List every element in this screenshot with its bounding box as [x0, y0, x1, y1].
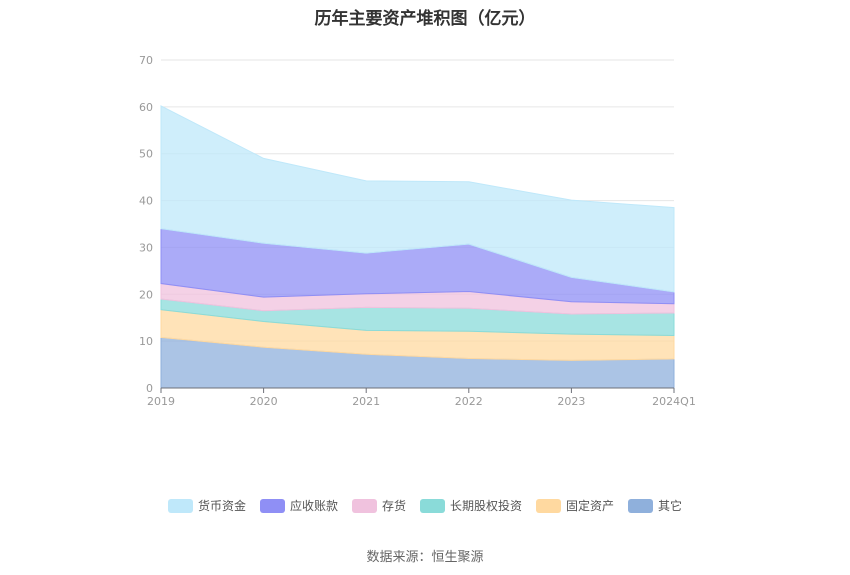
- y-tick-label: 40: [139, 195, 153, 208]
- legend-item[interactable]: 存货: [351, 497, 406, 514]
- x-tick-label: 2024Q1: [652, 395, 696, 408]
- legend-label: 存货: [381, 499, 406, 513]
- x-tick-label: 2022: [455, 395, 483, 408]
- area-货币资金: [160, 105, 675, 293]
- x-tick-label: 2020: [250, 395, 278, 408]
- y-tick-label: 10: [139, 335, 153, 348]
- legend-item[interactable]: 其它: [628, 497, 682, 514]
- data-source: 数据来源：恒生聚源: [366, 550, 484, 565]
- chart-title: 历年主要资产堆积图（亿元）: [314, 9, 536, 29]
- x-tick-label: 2021: [352, 395, 380, 408]
- legend-swatch: [536, 498, 562, 513]
- legend-label: 货币资金: [197, 499, 246, 513]
- legend-swatch: [351, 498, 377, 513]
- legend-label: 其它: [658, 499, 683, 513]
- y-tick-label: 50: [139, 148, 153, 161]
- y-tick-label: 30: [139, 241, 153, 254]
- x-tick-label: 2023: [557, 395, 585, 408]
- legend-swatch: [628, 498, 654, 513]
- legend-swatch: [420, 498, 445, 513]
- legend-item[interactable]: 长期股权投资: [420, 497, 522, 514]
- legend-swatch: [167, 498, 193, 513]
- y-tick-label: 60: [139, 101, 153, 114]
- legend-item[interactable]: 固定资产: [536, 497, 614, 514]
- legend-label: 长期股权投资: [450, 499, 523, 513]
- legend-swatch: [259, 498, 285, 513]
- y-tick-label: 20: [139, 288, 153, 301]
- legend-label: 应收账款: [289, 499, 338, 513]
- y-tick-label: 0: [146, 382, 153, 395]
- legend-item[interactable]: 货币资金: [167, 497, 246, 514]
- x-tick-label: 2019: [147, 395, 175, 408]
- legend-item[interactable]: 应收账款: [259, 497, 338, 514]
- y-tick-label: 70: [139, 54, 153, 67]
- stacked-area-chart: 0 10 20 30 40 50 60 70 2019 2020 2021 2022 2023 2024Q…: [139, 54, 696, 408]
- chart-legend: 货币资金 应收账款 存货 长期股权投资 固定资产 其它: [0, 497, 850, 514]
- legend-label: 固定资产: [566, 499, 615, 513]
